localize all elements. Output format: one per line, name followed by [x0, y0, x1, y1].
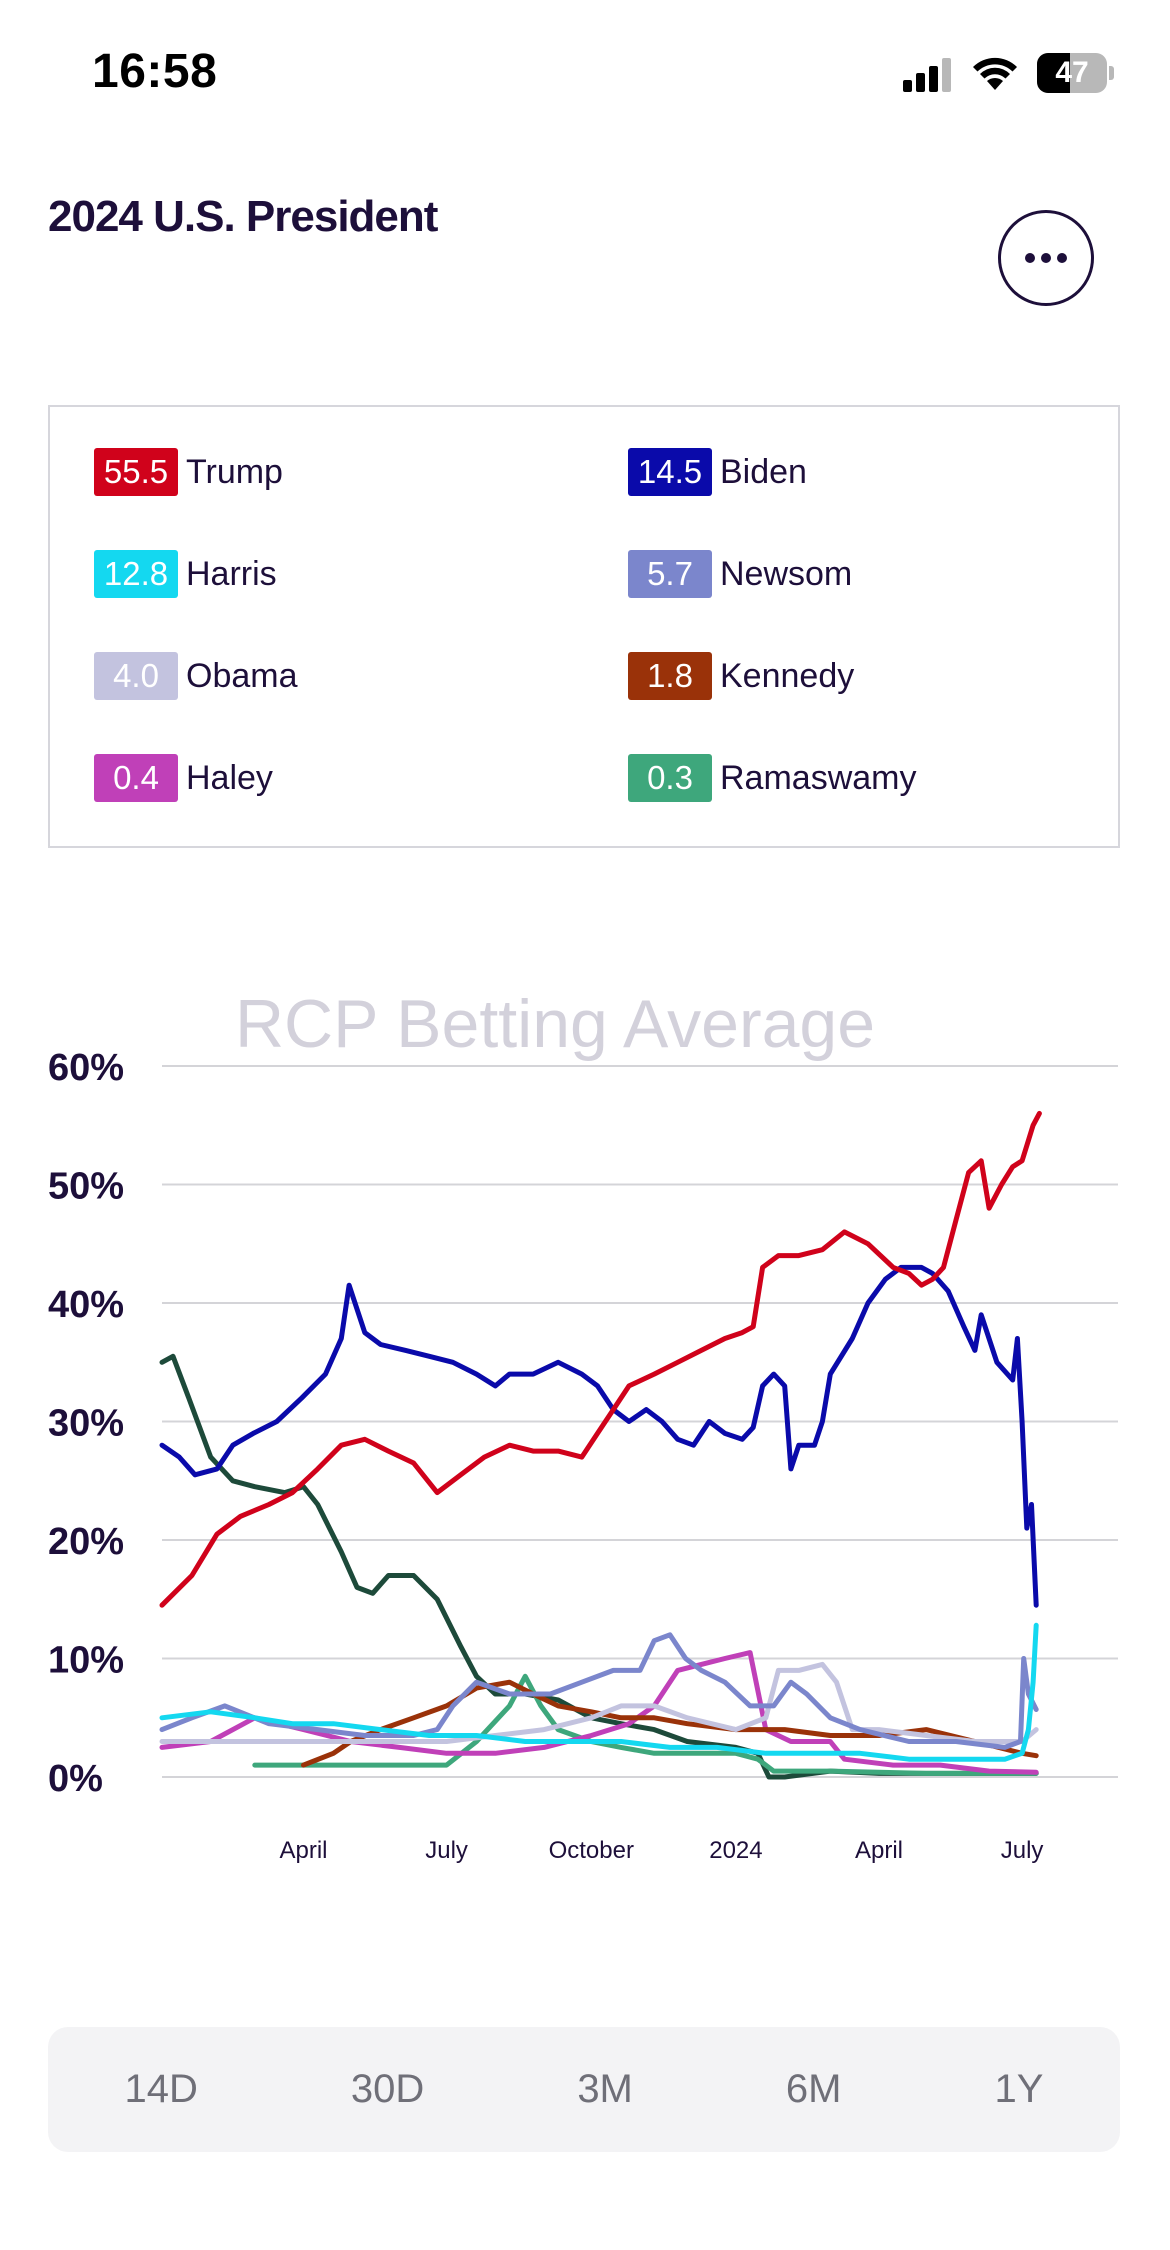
- legend-label: Ramaswamy: [720, 758, 917, 797]
- wifi-icon: [973, 57, 1017, 90]
- legend-item-harris[interactable]: 12.8 Harris: [94, 550, 277, 598]
- series-line-obama: [159, 1661, 1039, 1744]
- legend-label: Trump: [186, 452, 283, 491]
- range-option-3m[interactable]: 3M: [577, 2067, 633, 2111]
- series-line-harris: [159, 1622, 1039, 1762]
- y-tick-label: 60%: [48, 1047, 124, 1089]
- legend-item-newsom[interactable]: 5.7 Newsom: [628, 550, 852, 598]
- legend-item-ramaswamy[interactable]: 0.3 Ramaswamy: [628, 754, 916, 802]
- range-option-14d[interactable]: 14D: [124, 2067, 198, 2111]
- series-lines: [159, 1110, 1042, 1780]
- y-tick-label: 40%: [48, 1284, 124, 1326]
- time-range-selector: 14D 30D 3M 6M 1Y: [48, 2027, 1120, 2152]
- legend-item-obama[interactable]: 4.0 Obama: [94, 652, 298, 700]
- x-tick-label: October: [549, 1837, 634, 1864]
- series-line-newsom: [159, 1632, 1039, 1750]
- ellipsis-icon: [1025, 253, 1067, 263]
- battery-level: 47: [1055, 56, 1089, 89]
- page-title: 2024 U.S. President: [48, 192, 438, 241]
- y-tick-label: 10%: [48, 1640, 124, 1682]
- chart-title: RCP Betting Average: [235, 986, 875, 1062]
- legend-item-trump[interactable]: 55.5 Trump: [94, 448, 283, 496]
- legend-label: Biden: [720, 452, 807, 491]
- legend-label: Haley: [186, 758, 273, 797]
- y-tick-label: 20%: [48, 1521, 124, 1563]
- legend-value: 14.5: [628, 448, 712, 496]
- legend-value: 1.8: [628, 652, 712, 700]
- x-tick-label: April: [280, 1837, 328, 1864]
- line-chart[interactable]: RCP Betting Average 0% 10% 20% 30% 40% 50% 60%…: [0, 980, 1170, 1900]
- legend-value: 0.3: [628, 754, 712, 802]
- series-line-biden: [159, 1264, 1039, 1608]
- grid-lines: [162, 1065, 1118, 1778]
- series-line-unlabeled: [159, 1353, 1039, 1780]
- battery-icon: 47: [1037, 53, 1114, 93]
- x-axis-ticks: April July October 2024 April July: [280, 1837, 1044, 1864]
- legend-item-biden[interactable]: 14.5 Biden: [628, 448, 807, 496]
- range-option-1y[interactable]: 1Y: [994, 2067, 1044, 2111]
- series-line-trump: [159, 1110, 1042, 1608]
- legend-item-kennedy[interactable]: 1.8 Kennedy: [628, 652, 854, 700]
- legend-label: Newsom: [720, 554, 853, 593]
- x-tick-label: 2024: [709, 1837, 762, 1864]
- legend-label: Harris: [186, 554, 277, 593]
- legend-label: Kennedy: [720, 656, 855, 695]
- x-tick-label: April: [855, 1837, 903, 1864]
- cellular-signal-icon: [903, 58, 951, 92]
- x-tick-label: July: [425, 1837, 468, 1864]
- status-bar: 16:58 47: [0, 0, 1170, 150]
- legend-value: 4.0: [94, 652, 178, 700]
- range-option-6m[interactable]: 6M: [785, 2067, 842, 2111]
- legend-value: 12.8: [94, 550, 178, 598]
- y-axis-ticks: 0% 10% 20% 30% 40% 50% 60%: [48, 1047, 124, 1800]
- y-tick-label: 30%: [48, 1403, 124, 1445]
- legend: 55.5 Trump 14.5 Biden 12.8 Harris 5.7 Ne…: [48, 405, 1120, 848]
- series-line-ramaswamy: [252, 1673, 1039, 1776]
- legend-value: 5.7: [628, 550, 712, 598]
- more-options-button[interactable]: [998, 210, 1094, 306]
- x-tick-label: July: [1001, 1837, 1044, 1864]
- legend-item-haley[interactable]: 0.4 Haley: [94, 754, 273, 802]
- legend-label: Obama: [186, 656, 298, 695]
- y-tick-label: 0%: [48, 1758, 103, 1800]
- status-time: 16:58: [92, 45, 218, 98]
- legend-value: 0.4: [94, 754, 178, 802]
- y-tick-label: 50%: [48, 1166, 124, 1208]
- range-option-30d[interactable]: 30D: [350, 2067, 425, 2111]
- legend-value: 55.5: [94, 448, 178, 496]
